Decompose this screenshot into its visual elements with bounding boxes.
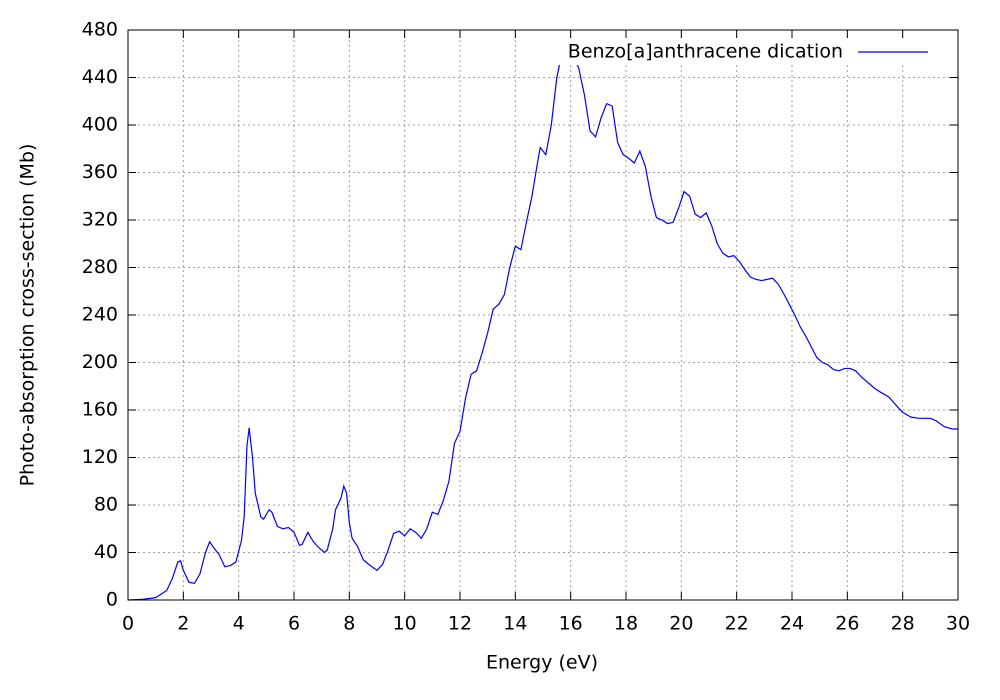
y-tick-label: 240 xyxy=(82,304,118,326)
y-tick-label: 360 xyxy=(82,161,118,183)
x-tick-label: 6 xyxy=(288,613,300,635)
x-tick-label: 26 xyxy=(835,613,859,635)
y-tick-label: 480 xyxy=(82,19,118,41)
x-tick-label: 22 xyxy=(725,613,749,635)
y-tick-label: 80 xyxy=(94,494,118,516)
y-tick-label: 280 xyxy=(82,256,118,278)
x-tick-label: 28 xyxy=(891,613,915,635)
legend-label: Benzo[a]anthracene dication xyxy=(568,41,843,63)
x-tick-label: 14 xyxy=(503,613,527,635)
data-line xyxy=(127,44,958,601)
y-tick-label: 120 xyxy=(82,446,118,468)
plot-frame xyxy=(127,29,959,601)
x-axis-label: Energy (eV) xyxy=(486,652,598,674)
x-tick-label: 0 xyxy=(122,613,134,635)
y-tick-label: 40 xyxy=(94,541,118,563)
y-tick-label: 440 xyxy=(82,66,118,88)
y-tick-label: 200 xyxy=(82,351,118,373)
x-tick-label: 16 xyxy=(559,613,583,635)
x-tick-label: 20 xyxy=(669,613,693,635)
x-tick-label: 4 xyxy=(233,613,245,635)
y-tick-label: 400 xyxy=(82,114,118,136)
y-tick-label: 160 xyxy=(82,399,118,421)
x-tick-label: 2 xyxy=(177,613,189,635)
x-tick-label: 10 xyxy=(393,613,417,635)
x-tick-label: 8 xyxy=(343,613,355,635)
x-tick-label: 24 xyxy=(780,613,804,635)
y-tick-label: 320 xyxy=(82,209,118,231)
y-tick-label: 0 xyxy=(106,589,118,611)
x-tick-label: 12 xyxy=(448,613,472,635)
x-tick-label: 18 xyxy=(614,613,638,635)
y-axis-label: Photo-absorption cross-section (Mb) xyxy=(17,144,39,487)
x-tick-label: 30 xyxy=(946,613,970,635)
